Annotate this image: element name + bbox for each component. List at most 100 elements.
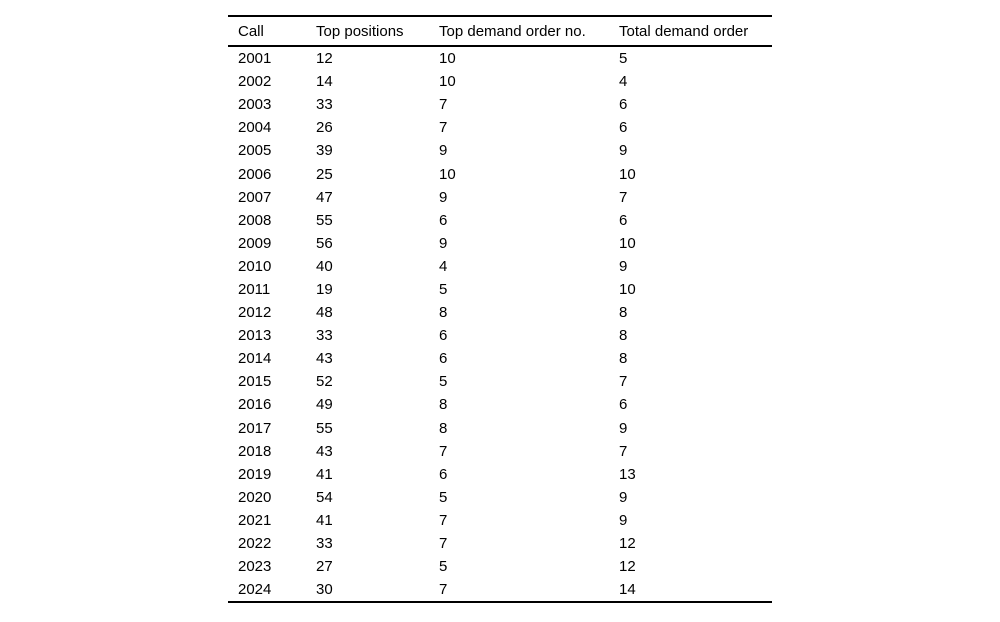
- cell-total-demand-order: 8: [619, 304, 628, 322]
- cell-top-demand-order-no: 8: [439, 304, 448, 322]
- table-row: 2003 33 7 6: [228, 93, 772, 116]
- cell-top-demand-order-no: 6: [439, 211, 448, 229]
- cell-call: 2023: [238, 558, 272, 576]
- cell-total-demand-order: 6: [619, 396, 628, 414]
- table-row: 2024 30 7 14: [228, 578, 772, 602]
- table-row: 2010 40 4 9: [228, 255, 772, 278]
- cell-top-positions: 43: [316, 442, 333, 460]
- cell-call: 2009: [238, 234, 272, 252]
- cell-total-demand-order: 6: [619, 96, 628, 114]
- cell-call: 2007: [238, 188, 272, 206]
- cell-call: 2014: [238, 350, 272, 368]
- table-row: 2017 55 8 9: [228, 417, 772, 440]
- cell-top-positions: 52: [316, 373, 333, 391]
- cell-top-positions: 14: [316, 73, 333, 91]
- table-row: 2023 27 5 12: [228, 555, 772, 578]
- table-row: 2022 33 7 12: [228, 532, 772, 555]
- table-header: Call Top positions Top demand order no. …: [228, 16, 772, 46]
- cell-top-demand-order-no: 10: [439, 73, 456, 91]
- table-row: 2005 39 9 9: [228, 139, 772, 162]
- column-header-top-demand-order-no: Top demand order no.: [439, 22, 586, 40]
- table-row: 2015 52 5 7: [228, 370, 772, 393]
- cell-total-demand-order: 13: [619, 465, 636, 483]
- cell-total-demand-order: 7: [619, 373, 628, 391]
- cell-top-demand-order-no: 10: [439, 165, 456, 183]
- table-row: 2001 12 10 5: [228, 46, 772, 70]
- table-row: 2013 33 6 8: [228, 324, 772, 347]
- cell-top-demand-order-no: 9: [439, 234, 448, 252]
- cell-top-positions: 40: [316, 257, 333, 275]
- cell-top-demand-order-no: 7: [439, 535, 448, 553]
- table-row: 2018 43 7 7: [228, 440, 772, 463]
- cell-call: 2013: [238, 327, 272, 345]
- cell-top-positions: 43: [316, 350, 333, 368]
- cell-total-demand-order: 8: [619, 327, 628, 345]
- cell-top-demand-order-no: 6: [439, 350, 448, 368]
- cell-top-demand-order-no: 7: [439, 581, 448, 599]
- cell-total-demand-order: 5: [619, 50, 628, 68]
- cell-top-positions: 27: [316, 558, 333, 576]
- table-row: 2009 56 9 10: [228, 232, 772, 255]
- cell-call: 2019: [238, 465, 272, 483]
- table-row: 2006 25 10 10: [228, 162, 772, 185]
- cell-total-demand-order: 4: [619, 73, 628, 91]
- column-header-call: Call: [238, 22, 264, 40]
- cell-top-positions: 33: [316, 535, 333, 553]
- cell-top-demand-order-no: 7: [439, 96, 448, 114]
- data-table-container: Call Top positions Top demand order no. …: [228, 15, 772, 604]
- cell-top-positions: 30: [316, 581, 333, 599]
- cell-call: 2003: [238, 96, 272, 114]
- cell-top-demand-order-no: 10: [439, 50, 456, 68]
- table-row: 2011 19 5 10: [228, 278, 772, 301]
- cell-total-demand-order: 14: [619, 581, 636, 599]
- cell-top-demand-order-no: 8: [439, 419, 448, 437]
- cell-call: 2024: [238, 581, 272, 599]
- cell-top-positions: 19: [316, 280, 333, 298]
- cell-total-demand-order: 9: [619, 488, 628, 506]
- table-row: 2020 54 5 9: [228, 486, 772, 509]
- cell-top-demand-order-no: 7: [439, 119, 448, 137]
- cell-top-positions: 54: [316, 488, 333, 506]
- cell-total-demand-order: 9: [619, 257, 628, 275]
- table-row: 2019 41 6 13: [228, 463, 772, 486]
- cell-top-positions: 47: [316, 188, 333, 206]
- cell-top-positions: 48: [316, 304, 333, 322]
- cell-top-demand-order-no: 9: [439, 188, 448, 206]
- table-row: 2014 43 6 8: [228, 347, 772, 370]
- cell-top-demand-order-no: 5: [439, 373, 448, 391]
- cell-top-positions: 49: [316, 396, 333, 414]
- table-row: 2007 47 9 7: [228, 186, 772, 209]
- cell-top-positions: 33: [316, 327, 333, 345]
- cell-top-positions: 41: [316, 511, 333, 529]
- table-body: 2001 12 10 5 2002 14 10 4 2003 33 7 6 2004 26 7 6 2005 39…: [228, 46, 772, 602]
- cell-total-demand-order: 9: [619, 419, 628, 437]
- cell-total-demand-order: 6: [619, 211, 628, 229]
- cell-call: 2004: [238, 119, 272, 137]
- cell-total-demand-order: 9: [619, 511, 628, 529]
- table-header-row: Call Top positions Top demand order no. …: [228, 16, 772, 46]
- cell-total-demand-order: 10: [619, 234, 636, 252]
- table-row: 2004 26 7 6: [228, 116, 772, 139]
- cell-call: 2022: [238, 535, 272, 553]
- cell-call: 2002: [238, 73, 272, 91]
- cell-total-demand-order: 8: [619, 350, 628, 368]
- cell-top-demand-order-no: 5: [439, 488, 448, 506]
- cell-total-demand-order: 9: [619, 142, 628, 160]
- cell-call: 2006: [238, 165, 272, 183]
- cell-top-demand-order-no: 6: [439, 465, 448, 483]
- table-row: 2016 49 8 6: [228, 393, 772, 416]
- table-row: 2008 55 6 6: [228, 209, 772, 232]
- cell-total-demand-order: 7: [619, 442, 628, 460]
- cell-call: 2016: [238, 396, 272, 414]
- cell-call: 2018: [238, 442, 272, 460]
- cell-call: 2020: [238, 488, 272, 506]
- cell-total-demand-order: 7: [619, 188, 628, 206]
- table-row: 2021 41 7 9: [228, 509, 772, 532]
- cell-top-positions: 55: [316, 211, 333, 229]
- data-table: Call Top positions Top demand order no. …: [228, 15, 772, 604]
- cell-total-demand-order: 12: [619, 535, 636, 553]
- cell-call: 2005: [238, 142, 272, 160]
- cell-top-demand-order-no: 6: [439, 327, 448, 345]
- cell-top-demand-order-no: 7: [439, 442, 448, 460]
- cell-top-demand-order-no: 7: [439, 511, 448, 529]
